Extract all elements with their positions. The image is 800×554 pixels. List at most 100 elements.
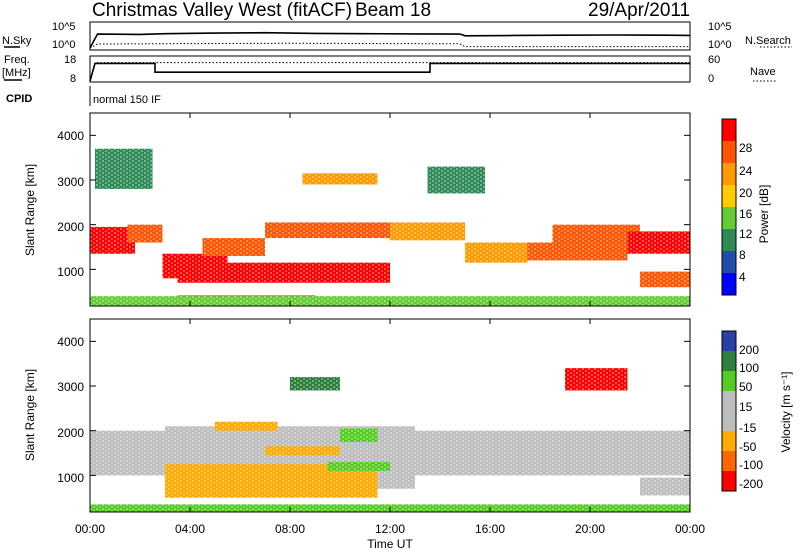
search-tick-bottom: 10^0: [708, 39, 732, 51]
velocity-ytick-marks: [90, 340, 690, 476]
power-cells-texture-15: [427, 166, 485, 194]
power-cb-tick-24: 24: [739, 164, 753, 178]
power-colorbar-swatch-3: [722, 185, 736, 208]
power-colorbar-swatch-0: [722, 119, 736, 142]
xtick-1200: 12:00: [375, 522, 405, 536]
sky-tick-bottom: 10^0: [52, 39, 76, 51]
velocity-ytick-1000: 1000: [57, 471, 84, 485]
velocity-cb-tick-m50: -50: [739, 440, 757, 454]
power-cells-texture-8: [390, 222, 465, 241]
station-title: Christmas Valley West (fitACF): [92, 0, 352, 21]
velocity-colorbar: [721, 330, 737, 492]
velocity-cells-texture-3: [265, 446, 340, 456]
power-colorbar-swatch-1: [722, 141, 736, 164]
power-colorbar-swatch-4: [722, 207, 736, 230]
cpid-label: CPID: [6, 93, 32, 105]
power-cb-tick-20: 20: [739, 186, 753, 200]
power-ytick-1000: 1000: [57, 265, 84, 279]
velocity-cb-tick-m100: -100: [739, 458, 763, 472]
velocity-colorbar-frame: [721, 330, 737, 492]
velocity-colorbar-swatch-6: [722, 451, 736, 472]
freq-unit-label: [MHz]: [2, 67, 31, 79]
power-ylabel: Slant Range [km]: [23, 164, 37, 256]
freq-tick-top: 18: [64, 54, 76, 66]
n-sky-series: [89, 31, 691, 49]
power-panel: Slant Range [km] 4000 3000 2000 1000 Pow…: [23, 112, 771, 307]
nave-label: Nave: [750, 66, 776, 78]
xtick-0800: 08:00: [275, 522, 305, 536]
power-cb-tick-8: 8: [739, 248, 746, 262]
power-ytick-3000: 3000: [57, 175, 84, 189]
velocity-panel: Slant Range [km] 4000 3000 2000 1000 Vel…: [23, 318, 793, 513]
x-axis: 00:00 04:00 08:00 12:00 16:00 20:00 00:0…: [75, 113, 705, 551]
power-colorbar-label: Power [dB]: [757, 185, 771, 244]
power-cells-texture-5: [265, 222, 403, 239]
velocity-colorbar-swatch-1: [722, 351, 736, 372]
xtick-1600: 16:00: [475, 522, 505, 536]
power-ytick-2000: 2000: [57, 220, 84, 234]
power-cells-texture-1: [127, 224, 163, 243]
velocity-cb-tick-100: 100: [739, 361, 759, 375]
power-cells-texture-3: [202, 238, 265, 256]
freq-series: [89, 62, 690, 82]
nave-tick-bottom: 0: [708, 73, 714, 85]
velocity-cells-texture-8: [565, 368, 628, 391]
xtick-0400: 04:00: [175, 522, 205, 536]
velocity-cb-tick-200: 200: [739, 343, 759, 357]
velocity-ytick-2000: 2000: [57, 426, 84, 440]
power-colorbar: [721, 118, 737, 296]
velocity-ytick-3000: 3000: [57, 380, 84, 394]
power-colorbar-swatch-5: [722, 229, 736, 252]
beam-label: Beam 18: [355, 0, 431, 21]
velocity-colorbar-swatch-2: [722, 371, 736, 392]
power-cells-texture-11: [552, 224, 640, 248]
velocity-cb-tick-50: 50: [739, 380, 753, 394]
n-sky-label: N.Sky: [2, 35, 32, 47]
power-cb-tick-16: 16: [739, 207, 753, 221]
sky-tick-top: 10^5: [52, 21, 76, 33]
power-cells-texture-4: [177, 262, 390, 283]
nave-tick-top: 60: [708, 54, 720, 66]
power-cb-tick-28: 28: [739, 141, 753, 155]
freq-tick-bottom: 8: [70, 73, 76, 85]
velocity-colorbar-swatch-5: [722, 431, 736, 452]
n-search-label: N.Search: [745, 35, 791, 47]
power-cells-texture-6: [302, 173, 378, 185]
velocity-colorbar-label: Velocity [m s⁻¹]: [779, 371, 793, 452]
velocity-cells-texture-7: [290, 377, 340, 391]
cpid-mode: normal 150 IF: [93, 94, 161, 106]
power-cells-texture-16: [95, 148, 153, 189]
power-cb-tick-4: 4: [739, 270, 746, 284]
velocity-cells-texture-4: [215, 421, 278, 431]
power-colorbar-frame: [721, 118, 737, 296]
xtick-0000: 00:00: [75, 522, 105, 536]
power-cb-tick-12: 12: [739, 227, 753, 241]
date-label: 29/Apr/2011: [588, 0, 690, 21]
power-cells-texture-9: [465, 242, 528, 263]
n-search-series: [89, 42, 690, 49]
power-colorbar-swatch-2: [722, 163, 736, 186]
velocity-ylabel: Slant Range [km]: [23, 369, 37, 461]
velocity-colorbar-swatch-3: [722, 391, 736, 412]
velocity-colorbar-swatch-0: [722, 331, 736, 352]
velocity-colorbar-swatch-7: [722, 471, 736, 492]
power-colorbar-swatch-7: [722, 273, 736, 296]
freq-nave-panel: Freq. [MHz] 18 8 Nave 60 0: [2, 54, 776, 85]
power-cells-texture-12: [627, 231, 690, 254]
xtick-2000: 20:00: [575, 522, 605, 536]
search-tick-top: 10^5: [708, 21, 732, 33]
xtick-2400: 00:00: [675, 522, 705, 536]
power-ytick-marks: [90, 134, 690, 270]
velocity-cb-tick-m200: -200: [739, 477, 763, 491]
freq-label: Freq.: [4, 54, 30, 66]
cpid-panel: CPID normal 150 IF: [6, 86, 161, 106]
x-tick-marks: [89, 113, 691, 512]
sky-search-panel: N.Sky 10^5 10^0 N.Search 10^5 10^0: [2, 21, 792, 51]
velocity-colorbar-swatch-4: [722, 411, 736, 432]
velocity-cells-texture-5: [327, 461, 390, 471]
velocity-ytick-4000: 4000: [57, 335, 84, 349]
x-axis-label: Time UT: [367, 537, 413, 551]
power-ytick-4000: 4000: [57, 129, 84, 143]
velocity-cells-texture-10: [640, 477, 690, 496]
